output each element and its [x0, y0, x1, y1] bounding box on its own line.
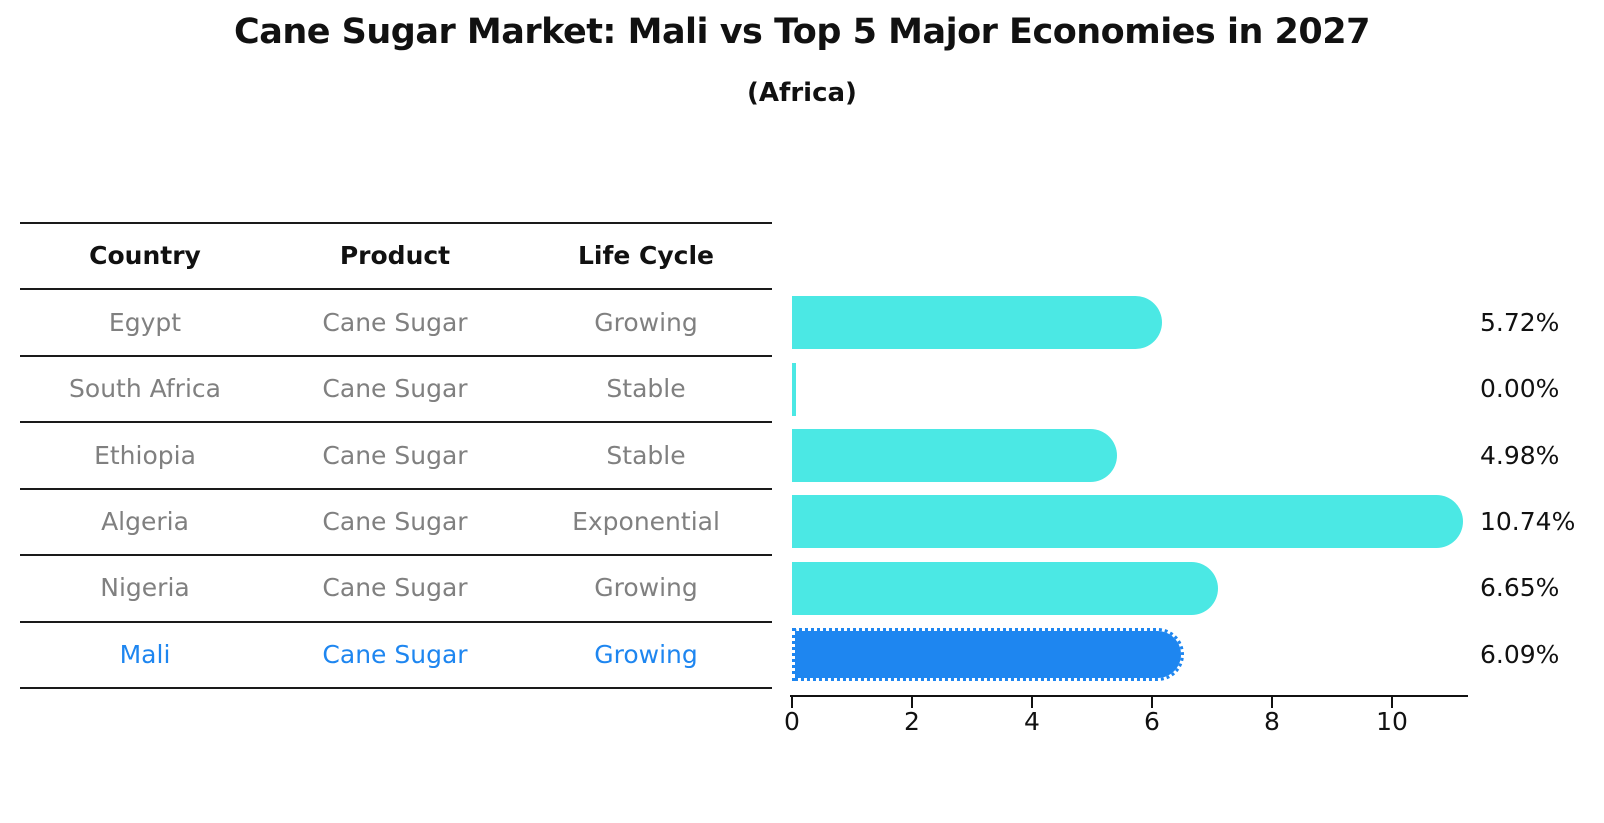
chart-subtitle: (Africa): [747, 78, 857, 108]
bar-value-label: 0.00%: [1480, 374, 1560, 404]
table-header-life-cycle: Life Cycle: [577, 241, 715, 270]
bar-value-label: 10.74%: [1480, 506, 1576, 536]
bar-value-label: 4.98%: [1480, 440, 1560, 470]
x-tick-label: 0: [784, 707, 800, 736]
table-line: [20, 620, 772, 623]
table-cell-country: South Africa: [69, 374, 221, 404]
table-line: [20, 687, 772, 689]
bar: [792, 429, 1118, 482]
x-tick: [1030, 697, 1034, 708]
table-line: [20, 354, 772, 357]
x-tick-label: 8: [1264, 707, 1280, 736]
table-header-country: Country: [89, 241, 201, 270]
x-tick-label: 2: [904, 707, 920, 736]
table-cell-product: Cane Sugar: [322, 440, 468, 470]
bar: [792, 362, 796, 416]
table-cell-life-cycle: Exponential: [572, 506, 720, 536]
x-tick: [1150, 697, 1154, 708]
table-line: [20, 222, 772, 224]
bar-mali: [792, 628, 1184, 682]
table-cell-country: Mali: [119, 639, 171, 669]
x-tick-label: 10: [1376, 707, 1408, 736]
chart-title: Cane Sugar Market: Mali vs Top 5 Major E…: [234, 12, 1370, 52]
x-tick: [1270, 697, 1274, 708]
table-cell-product: Cane Sugar: [322, 639, 468, 669]
table-cell-life-cycle: Growing: [594, 639, 698, 669]
table-line: [20, 288, 772, 291]
bar: [792, 495, 1463, 549]
table-cell-life-cycle: Growing: [594, 573, 698, 603]
x-tick-label: 6: [1144, 707, 1160, 736]
table-cell-country: Egypt: [108, 307, 182, 337]
x-tick: [910, 697, 914, 708]
table-cell-product: Cane Sugar: [322, 374, 468, 404]
x-tick-label: 4: [1024, 707, 1040, 736]
table-cell-country: Ethiopia: [94, 440, 196, 470]
table-cell-country: Nigeria: [100, 573, 190, 603]
table-line: [20, 487, 772, 490]
bar-value-label: 5.72%: [1480, 307, 1560, 337]
x-tick: [1390, 697, 1394, 708]
x-tick: [790, 697, 794, 708]
table-cell-life-cycle: Stable: [606, 440, 686, 470]
table-cell-country: Algeria: [101, 506, 189, 536]
x-axis-line: [790, 694, 1468, 697]
table-cell-product: Cane Sugar: [322, 506, 468, 536]
table-cell-life-cycle: Stable: [606, 374, 686, 404]
table-cell-product: Cane Sugar: [322, 307, 468, 337]
table-header-product: Product: [339, 241, 451, 270]
bar: [792, 561, 1218, 615]
bar: [792, 296, 1162, 350]
bar-value-label: 6.65%: [1480, 573, 1560, 603]
bar-value-label: 6.09%: [1480, 639, 1560, 669]
table-cell-product: Cane Sugar: [322, 573, 468, 603]
table-line: [20, 554, 772, 557]
table-line: [20, 421, 772, 424]
table-cell-life-cycle: Growing: [594, 307, 698, 337]
